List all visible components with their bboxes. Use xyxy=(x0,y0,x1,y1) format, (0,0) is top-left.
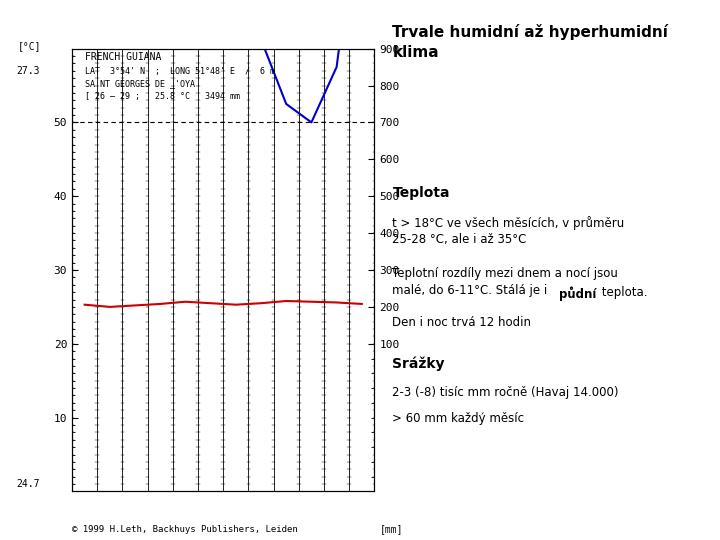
Text: t > 18°C ve všech měsících, v průměru
25-28 °C, ale i až 35°C: t > 18°C ve všech měsících, v průměru 25… xyxy=(392,216,625,246)
Text: SA NT GEORGES DE _'OYA: SA NT GEORGES DE _'OYA xyxy=(85,79,195,89)
Text: © 1999 H.Leth, Backhuys Publishers, Leiden: © 1999 H.Leth, Backhuys Publishers, Leid… xyxy=(72,525,298,534)
Text: > 60 mm každý měsíc: > 60 mm každý měsíc xyxy=(392,412,524,425)
Text: [mm]: [mm] xyxy=(379,524,403,534)
Text: [°C]: [°C] xyxy=(18,41,42,51)
Text: Teplotní rozdíly mezi dnem a nocí jsou
malé, do 6-11°C. Stálá je i: Teplotní rozdíly mezi dnem a nocí jsou m… xyxy=(392,267,618,297)
Text: Teplota: Teplota xyxy=(392,186,450,200)
Text: [ 26 – 29 ;   25.8 °C   3494 mm: [ 26 – 29 ; 25.8 °C 3494 mm xyxy=(85,92,240,101)
Text: 24.7: 24.7 xyxy=(16,478,40,489)
Text: 2-3 (-8) tisíc mm ročně (Havaj 14.000): 2-3 (-8) tisíc mm ročně (Havaj 14.000) xyxy=(392,386,619,399)
Text: teplota.: teplota. xyxy=(598,286,647,299)
Text: 27.3: 27.3 xyxy=(16,66,40,76)
Text: LAT  3°54' N  ;  LONG 51°48' E  /  6 m: LAT 3°54' N ; LONG 51°48' E / 6 m xyxy=(85,67,275,76)
Text: půdní: půdní xyxy=(559,286,597,301)
Text: Srážky: Srážky xyxy=(392,356,445,371)
Text: Den i noc trvá 12 hodin: Den i noc trvá 12 hodin xyxy=(392,316,531,329)
Text: FRENCH GUIANA: FRENCH GUIANA xyxy=(85,52,161,62)
Text: Trvale humidní až hyperhumidní
klima: Trvale humidní až hyperhumidní klima xyxy=(392,24,668,59)
